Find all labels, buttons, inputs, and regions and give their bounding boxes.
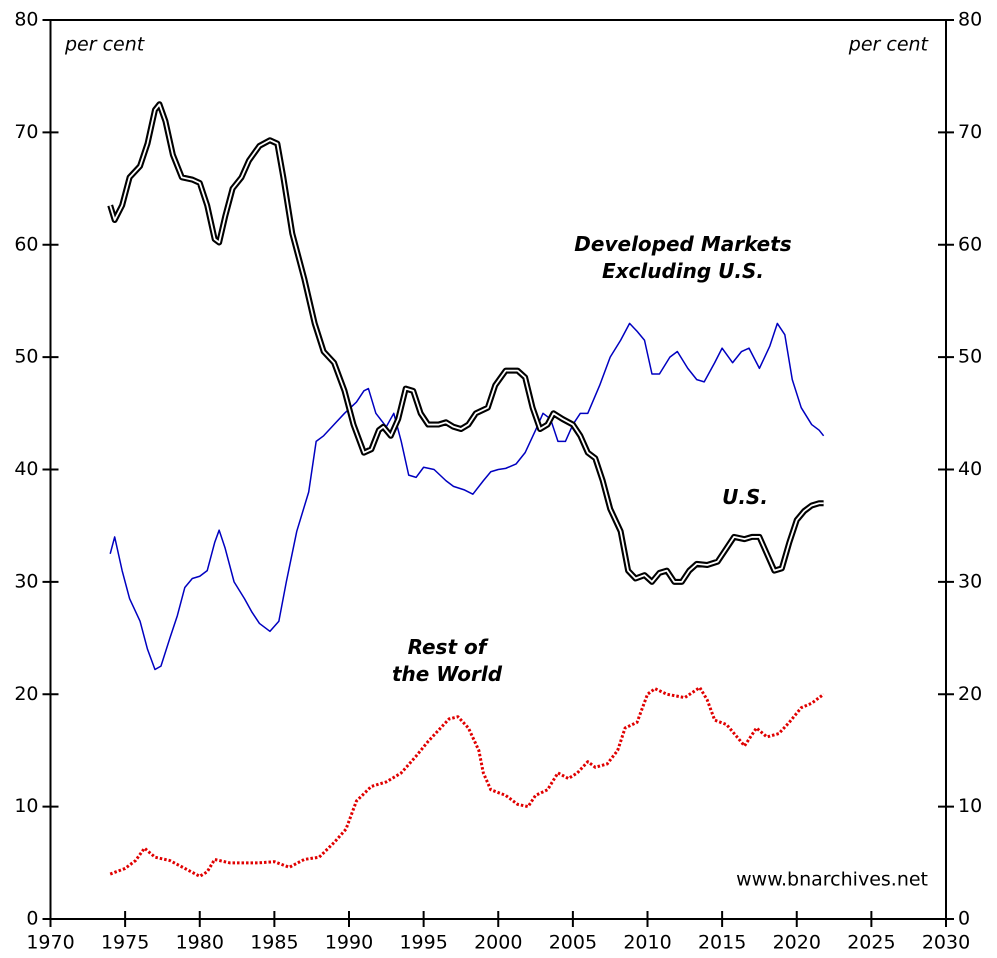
x-tick-label: 2025 — [847, 932, 895, 954]
series-label: U.S. — [722, 485, 768, 509]
series-label: Developed Markets Excluding U.S. — [574, 232, 792, 283]
source: www.bnarchives.net — [736, 869, 928, 891]
y-axis-unit: per cent — [64, 34, 146, 56]
x-tick-label: 1975 — [101, 932, 149, 954]
y-tick-label: 10 — [14, 795, 38, 817]
y2-tick-label: 30 — [958, 570, 982, 592]
y2-tick-label: 20 — [958, 683, 982, 705]
y-tick-label: 0 — [26, 908, 38, 930]
series-line — [109, 103, 824, 583]
x-tick-label: 2000 — [474, 932, 522, 954]
x-tick-label: 1990 — [325, 932, 373, 954]
x-tick-label: 1995 — [399, 932, 447, 954]
series-line-outline — [107, 101, 824, 585]
y-tick-label: 70 — [14, 121, 38, 143]
y-tick-label: 50 — [14, 346, 38, 368]
y2-tick-label: 0 — [958, 908, 970, 930]
y2-tick-label: 60 — [958, 233, 982, 255]
y2-tick-label: 50 — [958, 346, 982, 368]
y2-tick-label: 80 — [958, 9, 982, 31]
x-tick-label: 1970 — [26, 932, 74, 954]
y-tick-label: 60 — [14, 233, 38, 255]
y-tick-label: 20 — [14, 683, 38, 705]
y-tick-label: 30 — [14, 570, 38, 592]
x-tick-label: 1985 — [250, 932, 298, 954]
series-label: Rest of the World — [391, 635, 503, 686]
x-tick-label: 1980 — [176, 932, 224, 954]
x-tick-label: 2010 — [623, 932, 671, 954]
series-line — [109, 686, 825, 878]
y-tick-label: 80 — [14, 9, 38, 31]
y-tick-label: 40 — [14, 458, 38, 480]
x-tick-label: 2005 — [549, 932, 597, 954]
y2-tick-label: 10 — [958, 795, 982, 817]
y2-axis-unit: per cent — [848, 34, 930, 56]
x-tick-label: 2015 — [698, 932, 746, 954]
y2-tick-label: 40 — [958, 458, 982, 480]
x-tick-label: 2030 — [922, 932, 970, 954]
y2-tick-label: 70 — [958, 121, 982, 143]
series-line — [109, 322, 825, 671]
x-tick-label: 2020 — [773, 932, 821, 954]
